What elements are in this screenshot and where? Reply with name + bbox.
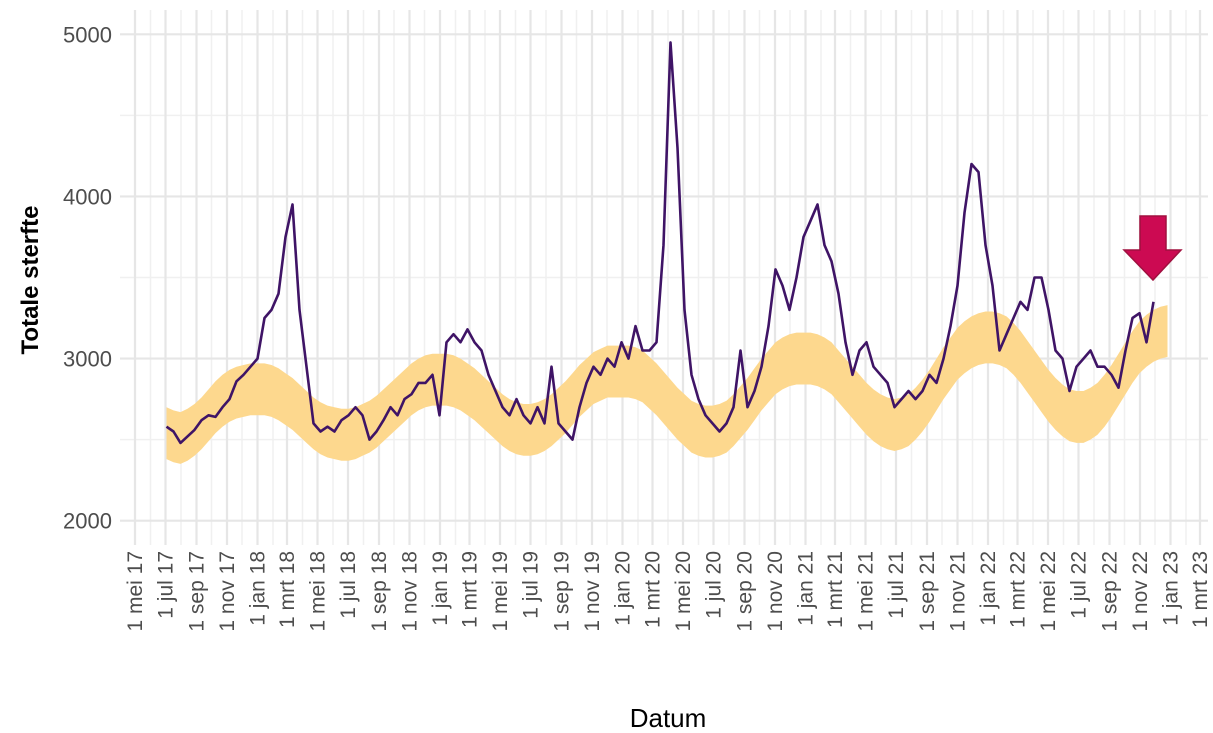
plot-area bbox=[165, 41, 1168, 464]
x-tick-label: 1 sep 20 bbox=[734, 551, 757, 632]
x-tick-label: 1 jan 20 bbox=[612, 551, 635, 626]
x-tick-label: 1 mrt 20 bbox=[642, 551, 665, 628]
x-tick-label: 1 nov 18 bbox=[399, 551, 422, 632]
x-axis-title: Datum bbox=[630, 703, 707, 733]
x-tick-label: 1 mei 17 bbox=[124, 551, 147, 632]
expected-band bbox=[166, 305, 1168, 464]
axes: 2000 3000 4000 5000 1 mei 17 1 jul 17 1 sep 17… bbox=[63, 22, 1212, 631]
grid bbox=[120, 10, 1208, 545]
annotation-arrow bbox=[1122, 215, 1183, 282]
x-tick-label: 1 jul 20 bbox=[703, 551, 726, 619]
x-tick-label: 1 jan 18 bbox=[247, 551, 270, 626]
x-tick-label: 1 nov 17 bbox=[216, 551, 239, 632]
x-tick-label: 1 nov 20 bbox=[764, 551, 787, 632]
x-tick-label: 1 mrt 21 bbox=[824, 551, 847, 628]
x-tick-label: 1 jul 17 bbox=[155, 551, 178, 619]
x-tick-label: 1 nov 21 bbox=[947, 551, 970, 632]
x-tick-label: 1 sep 18 bbox=[368, 551, 391, 632]
y-tick-label: 2000 bbox=[63, 509, 112, 534]
x-tick-label: 1 mrt 23 bbox=[1189, 551, 1212, 628]
x-tick-label: 1 sep 19 bbox=[551, 551, 574, 632]
x-tick-label: 1 jul 18 bbox=[337, 551, 360, 619]
x-tick-label: 1 mei 20 bbox=[672, 551, 695, 632]
x-tick-label: 1 sep 17 bbox=[186, 551, 209, 632]
x-tick-label: 1 jul 19 bbox=[520, 551, 543, 619]
x-tick-label: 1 nov 22 bbox=[1129, 551, 1152, 632]
mortality-line bbox=[165, 41, 1155, 445]
y-tick-label: 3000 bbox=[63, 347, 112, 372]
x-tick-label: 1 mei 19 bbox=[489, 551, 512, 632]
x-tick-label: 1 mrt 22 bbox=[1007, 551, 1030, 628]
x-tick-label: 1 jan 19 bbox=[429, 551, 452, 626]
x-tick-label: 1 sep 22 bbox=[1099, 551, 1122, 632]
x-tick-label: 1 mrt 19 bbox=[459, 551, 482, 628]
x-tick-label: 1 jan 23 bbox=[1160, 551, 1183, 626]
x-tick-label: 1 mrt 18 bbox=[276, 551, 299, 628]
x-tick-label: 1 jan 22 bbox=[977, 551, 1000, 626]
x-tick-label: 1 mei 22 bbox=[1037, 551, 1060, 632]
x-tick-label: 1 nov 19 bbox=[581, 551, 604, 632]
x-tick-label: 1 jul 21 bbox=[885, 551, 908, 619]
x-tick-label: 1 mei 21 bbox=[855, 551, 878, 632]
x-tick-label: 1 jul 22 bbox=[1068, 551, 1091, 619]
y-axis-title: Totale sterfte bbox=[17, 206, 44, 355]
y-tick-label: 4000 bbox=[63, 184, 112, 209]
x-tick-label: 1 sep 21 bbox=[916, 551, 939, 632]
y-tick-label: 5000 bbox=[63, 22, 112, 47]
x-tick-label: 1 mei 18 bbox=[307, 551, 330, 632]
x-tick-label: 1 jan 21 bbox=[795, 551, 818, 626]
